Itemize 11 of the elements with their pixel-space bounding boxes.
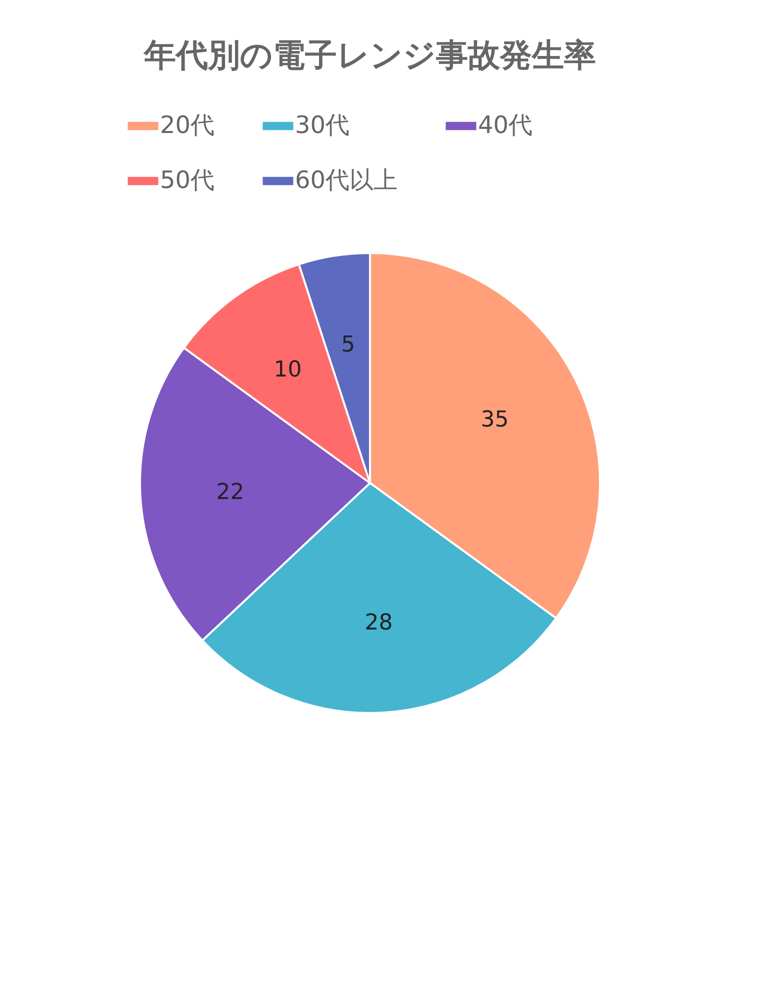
- legend-label: 60代以上: [295, 166, 398, 194]
- legend-label: 30代: [295, 111, 350, 139]
- chart-title: 年代別の電子レンジ事故発生率: [143, 36, 596, 74]
- data-label: 10: [274, 358, 302, 383]
- data-label: 5: [341, 332, 356, 358]
- legend-label: 50代: [160, 166, 215, 194]
- data-label: 28: [364, 610, 393, 636]
- data-label: 22: [216, 480, 244, 505]
- legend-label: 20代: [160, 111, 215, 139]
- data-label: 35: [480, 407, 509, 432]
- legend-label: 40代: [478, 111, 533, 139]
